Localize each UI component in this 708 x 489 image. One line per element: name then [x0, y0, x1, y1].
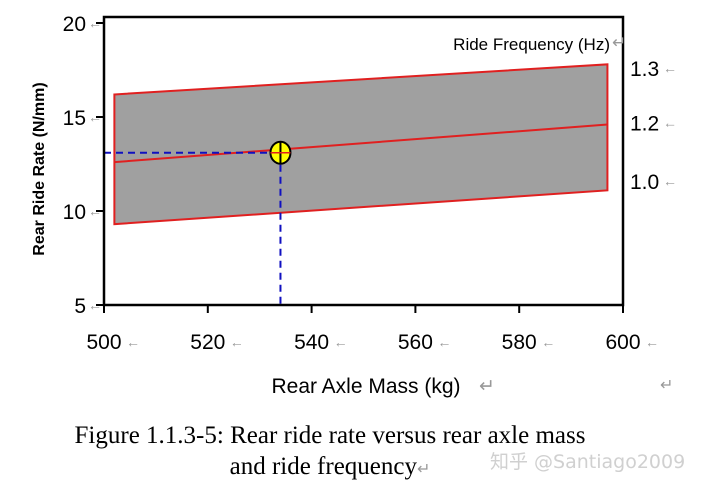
figure-caption: Figure 1.1.3-5: Rear ride rate versus re… [0, 420, 660, 485]
arrow-mark: ← [334, 334, 348, 350]
paragraph-mark: ↵ [612, 33, 626, 52]
plot-frame [102, 15, 625, 307]
arrow-mark: ← [663, 60, 677, 76]
paragraph-mark: ↵ [417, 461, 431, 478]
y2-tick-label: 1.3 [630, 58, 659, 81]
y-tick-label: 15 [63, 107, 86, 130]
arrow-mark: ← [88, 297, 102, 313]
arrow-mark: ← [541, 334, 555, 350]
arrow-mark: ← [88, 15, 102, 31]
arrow-mark: ← [663, 115, 677, 131]
arrow-mark: ← [663, 173, 677, 189]
caption-line-2: and ride frequency [229, 453, 417, 480]
series-line-0 [114, 123, 608, 164]
caption-line-1: Figure 1.1.3-5: Rear ride rate versus re… [74, 422, 586, 449]
y-tick-label: 10 [63, 201, 86, 224]
arrow-mark: ← [437, 334, 451, 350]
y2-tick-label: 1.0 [630, 171, 659, 194]
arrow-mark: ← [230, 334, 244, 350]
arrow-mark: ← [88, 203, 102, 219]
x-tick-label: 520 [190, 331, 225, 354]
paragraph-mark: ↵ [660, 377, 674, 394]
y-axis-title: Rear Ride Rate (N/mm) [31, 82, 48, 255]
x-tick-label: 500 [86, 331, 121, 354]
chart: 500 ← 520 ← 540 ← 560 ← 580 ← 600 ←5 ←10 ←15 ←20 ←1.3 ←1… [31, 13, 677, 398]
paragraph-mark: ↵ [479, 376, 495, 397]
y2-tick-label: 1.2 [630, 113, 659, 136]
y-tick-label: 20 [63, 13, 86, 36]
x-tick-label: 580 [502, 331, 537, 354]
arrow-mark: ← [645, 334, 659, 350]
x-axis-title: Rear Axle Mass (kg) [271, 375, 460, 398]
y2-axis-title: Ride Frequency (Hz) [453, 35, 610, 54]
arrow-mark: ← [126, 334, 140, 350]
watermark: 知乎 @Santiago2009 [490, 451, 686, 473]
y-tick-label: 5 [74, 295, 86, 318]
x-tick-label: 600 [605, 331, 640, 354]
x-tick-label: 540 [294, 331, 329, 354]
x-tick-label: 560 [398, 331, 433, 354]
arrow-mark: ← [88, 109, 102, 125]
